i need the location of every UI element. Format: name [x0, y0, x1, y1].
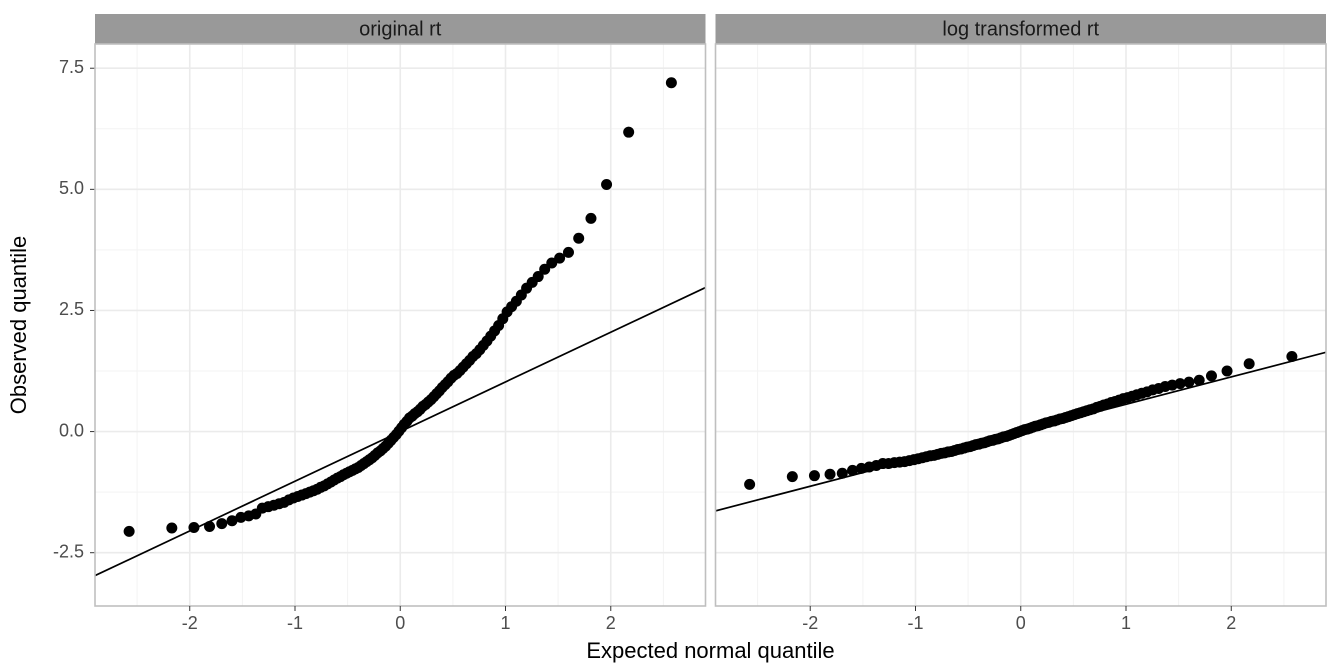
qq-point [1286, 351, 1297, 362]
qq-svg: Observed quantile Expected normal quantil… [0, 0, 1344, 672]
y-tick-label: 7.5 [59, 57, 84, 77]
qq-point [825, 469, 836, 480]
qq-point [585, 213, 596, 224]
qq-point [1206, 370, 1217, 381]
facet-strip-label: original rt [359, 18, 442, 40]
y-axis-title: Observed quantile [6, 236, 31, 415]
x-axis-title: Expected normal quantile [586, 638, 834, 663]
qq-point [573, 233, 584, 244]
qq-point [744, 479, 755, 490]
y-tick-label: 2.5 [59, 299, 84, 319]
qq-point [166, 522, 177, 533]
y-tick-label: 0.0 [59, 420, 84, 440]
qq-point [837, 468, 848, 479]
qq-point [124, 526, 135, 537]
x-tick-label: -2 [802, 613, 818, 633]
qq-point [601, 179, 612, 190]
qq-point [809, 470, 820, 481]
x-tick-label: 1 [1121, 613, 1131, 633]
qq-point [1194, 375, 1205, 386]
x-tick-label: 0 [395, 613, 405, 633]
x-tick-label: 0 [1016, 613, 1026, 633]
qq-point [1222, 366, 1233, 377]
qq-point [204, 521, 215, 532]
x-tick-label: -1 [907, 613, 923, 633]
y-tick-label: 5.0 [59, 178, 84, 198]
qq-figure: Observed quantile Expected normal quantil… [0, 0, 1344, 672]
qq-point [563, 247, 574, 258]
qq-point [787, 471, 798, 482]
qq-point [623, 127, 634, 138]
qq-point [666, 77, 677, 88]
x-tick-label: -1 [287, 613, 303, 633]
x-tick-label: -2 [182, 613, 198, 633]
x-tick-label: 2 [1226, 613, 1236, 633]
facet-strip-label: log transformed rt [942, 18, 1099, 40]
qq-point [188, 522, 199, 533]
qq-point [216, 518, 227, 529]
qq-point [1244, 358, 1255, 369]
x-tick-label: 1 [501, 613, 511, 633]
x-tick-label: 2 [606, 613, 616, 633]
qq-point [1183, 377, 1194, 388]
y-tick-label: -2.5 [53, 541, 84, 561]
